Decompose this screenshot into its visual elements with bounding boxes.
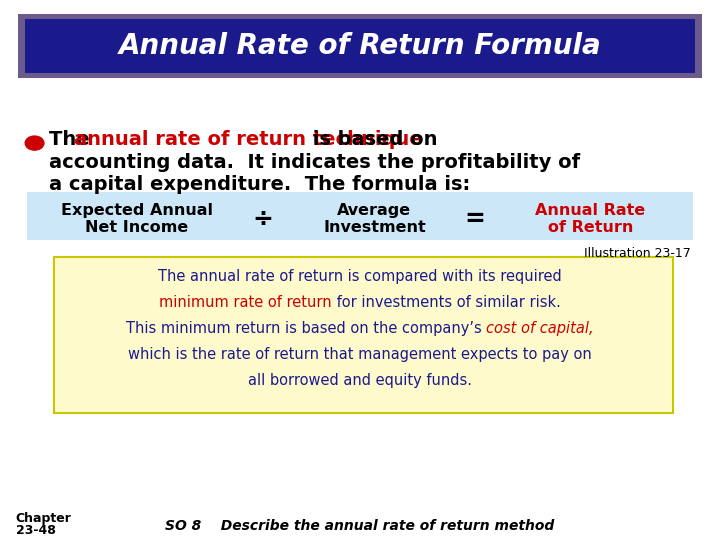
Text: Annual Rate of Return Formula: Annual Rate of Return Formula	[119, 32, 601, 60]
Text: Chapter: Chapter	[16, 512, 72, 525]
Text: a capital expenditure.  The formula is:: a capital expenditure. The formula is:	[49, 175, 470, 194]
Text: Net Income: Net Income	[85, 220, 189, 235]
Text: The: The	[49, 130, 96, 149]
Text: minimum rate of return: minimum rate of return	[159, 295, 332, 310]
Text: annual rate of return technique: annual rate of return technique	[74, 130, 423, 149]
Text: Illustration 23-17: Illustration 23-17	[585, 247, 691, 260]
Text: Expected Annual: Expected Annual	[60, 203, 213, 218]
Text: cost of capital,: cost of capital,	[487, 321, 594, 336]
Text: Investment: Investment	[323, 220, 426, 235]
Bar	[27, 192, 693, 240]
Bar	[25, 19, 695, 73]
Text: accounting data.  It indicates the profitability of: accounting data. It indicates the profit…	[49, 152, 580, 172]
Text: which is the rate of return that management expects to pay on: which is the rate of return that managem…	[128, 347, 592, 362]
Text: This minimum return is based on the company’s: This minimum return is based on the comp…	[126, 321, 487, 336]
Circle shape	[25, 136, 44, 150]
Text: Average: Average	[338, 203, 411, 218]
Text: all borrowed and equity funds.: all borrowed and equity funds.	[248, 373, 472, 388]
Bar	[18, 14, 702, 78]
Text: The annual rate of return: The annual rate of return	[158, 269, 343, 284]
Text: =: =	[465, 207, 485, 231]
Text: is compared with its required: is compared with its required	[343, 269, 562, 284]
Text: ÷: ÷	[253, 207, 273, 231]
Text: Annual Rate: Annual Rate	[535, 203, 646, 218]
Text: 23-48: 23-48	[16, 524, 55, 537]
Text: SO 8    Describe the annual rate of return method: SO 8 Describe the annual rate of return …	[166, 519, 554, 534]
Text: of Return: of Return	[548, 220, 633, 235]
Text: is based on: is based on	[306, 130, 438, 149]
Text: for investments of similar risk.: for investments of similar risk.	[332, 295, 561, 310]
Bar	[54, 256, 673, 413]
